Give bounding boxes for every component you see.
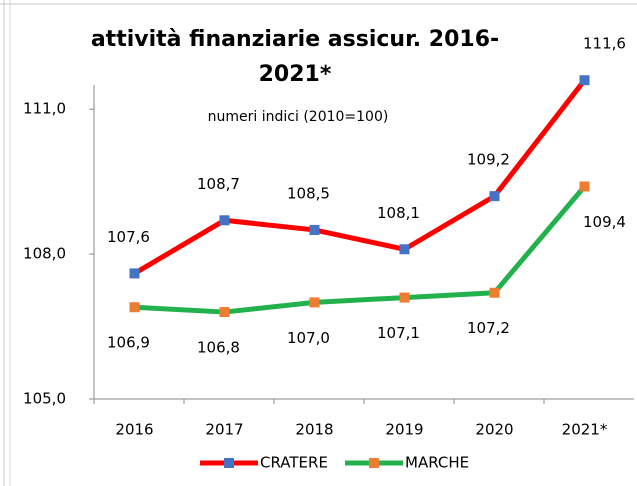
x-tick-label: 2019 <box>385 421 423 439</box>
legend-label: CRATERE <box>260 454 328 472</box>
legend-marker <box>224 458 234 468</box>
chart-title: attività finanziarie assicur. 2016- <box>91 27 499 52</box>
data-label: 111,6 <box>583 35 626 53</box>
marker <box>129 268 140 279</box>
data-label: 106,8 <box>197 339 240 357</box>
series-line <box>133 78 587 276</box>
data-label: 107,0 <box>287 329 330 347</box>
data-label: 106,9 <box>107 334 150 352</box>
marker <box>309 297 320 308</box>
marker <box>129 302 140 313</box>
legend-marker <box>369 458 379 468</box>
data-label: 107,2 <box>467 319 510 337</box>
marker <box>489 191 500 202</box>
y-tick-label: 108,0 <box>23 245 66 263</box>
data-label: 107,6 <box>107 228 150 246</box>
y-tick-label: 105,0 <box>23 390 66 408</box>
x-tick-label: 2021* <box>562 421 608 439</box>
data-label: 108,5 <box>287 184 330 202</box>
x-tick-label: 2017 <box>205 421 243 439</box>
data-label: 107,1 <box>377 324 420 342</box>
legend-label: MARCHE <box>405 454 469 472</box>
marker <box>219 307 230 318</box>
x-tick-label: 2018 <box>295 421 333 439</box>
x-tick-label: 2016 <box>115 421 153 439</box>
marker <box>579 75 590 86</box>
marker <box>219 215 230 226</box>
data-label: 109,4 <box>583 213 626 231</box>
marker <box>579 181 590 192</box>
subtitle: numeri indici (2010=100) <box>208 109 389 125</box>
marker <box>309 224 320 235</box>
chart-title: 2021* <box>259 62 332 87</box>
marker <box>489 287 500 298</box>
x-tick-label: 2020 <box>475 421 513 439</box>
data-label: 108,7 <box>197 175 240 193</box>
data-label: 108,1 <box>377 204 420 222</box>
marker <box>399 292 410 303</box>
data-label: 109,2 <box>467 151 510 169</box>
series-line <box>134 184 587 315</box>
marker <box>399 244 410 255</box>
y-tick-label: 111,0 <box>23 100 66 118</box>
